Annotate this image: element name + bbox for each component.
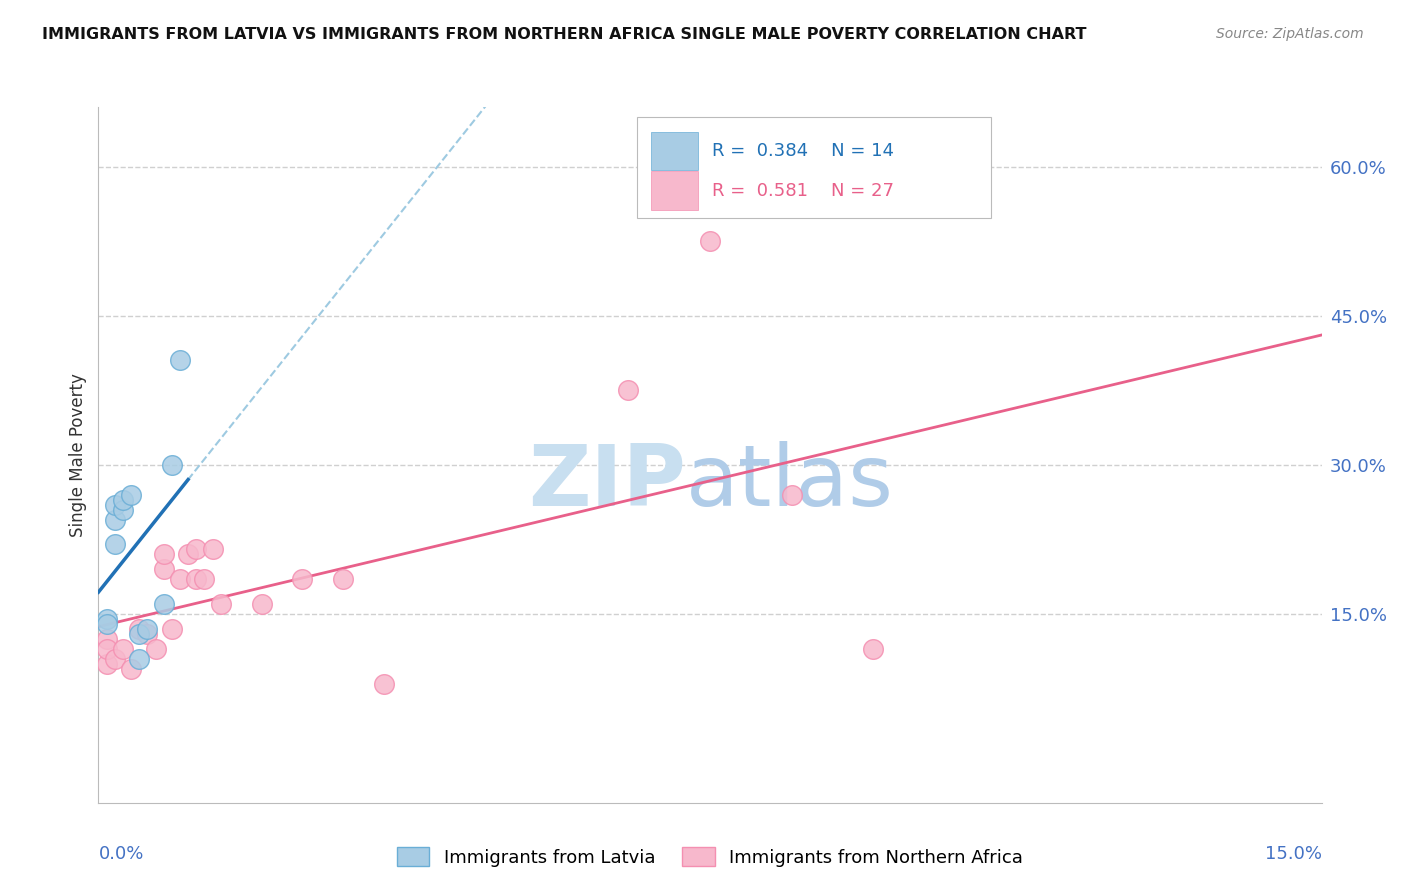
FancyBboxPatch shape [637, 118, 991, 219]
Point [120, 488, 142, 502]
Point [136, 622, 159, 636]
Point [111, 641, 134, 656]
Point [145, 641, 167, 656]
Point [617, 384, 640, 398]
Point [780, 488, 803, 502]
Point [160, 458, 183, 472]
Point [104, 537, 127, 551]
Point [96, 612, 118, 626]
Point [291, 572, 314, 586]
Point [209, 597, 232, 611]
Point [128, 627, 150, 641]
Point [136, 627, 159, 641]
Point [120, 662, 142, 676]
Point [332, 572, 354, 586]
Text: R =  0.581    N = 27: R = 0.581 N = 27 [713, 182, 894, 200]
Text: atlas: atlas [686, 442, 894, 524]
Text: Source: ZipAtlas.com: Source: ZipAtlas.com [1216, 27, 1364, 41]
Point [193, 572, 215, 586]
Legend: Immigrants from Latvia, Immigrants from Northern Africa: Immigrants from Latvia, Immigrants from … [389, 840, 1031, 874]
Point [128, 622, 150, 636]
Text: 0.0%: 0.0% [98, 845, 143, 863]
Point [111, 492, 134, 507]
Text: 15.0%: 15.0% [1264, 845, 1322, 863]
Point [152, 547, 174, 561]
Point [96, 616, 118, 631]
Point [186, 542, 208, 557]
Text: ZIP: ZIP [527, 442, 686, 524]
Point [128, 651, 150, 665]
Point [201, 542, 224, 557]
Point [152, 562, 174, 576]
Point [186, 572, 208, 586]
Point [96, 641, 118, 656]
FancyBboxPatch shape [651, 132, 697, 170]
Point [699, 234, 721, 248]
Point [96, 632, 118, 646]
Point [96, 657, 118, 671]
FancyBboxPatch shape [651, 171, 697, 210]
Point [104, 498, 127, 512]
Text: IMMIGRANTS FROM LATVIA VS IMMIGRANTS FROM NORTHERN AFRICA SINGLE MALE POVERTY CO: IMMIGRANTS FROM LATVIA VS IMMIGRANTS FRO… [42, 27, 1087, 42]
Point [177, 547, 200, 561]
Point [152, 597, 174, 611]
Point [169, 572, 191, 586]
Point [169, 353, 191, 368]
Point [104, 512, 127, 526]
Point [373, 676, 395, 690]
Point [862, 641, 884, 656]
Y-axis label: Single Male Poverty: Single Male Poverty [69, 373, 87, 537]
Point [111, 502, 134, 516]
Point [160, 622, 183, 636]
Point [104, 651, 127, 665]
Text: R =  0.384    N = 14: R = 0.384 N = 14 [713, 142, 894, 160]
Point [250, 597, 273, 611]
